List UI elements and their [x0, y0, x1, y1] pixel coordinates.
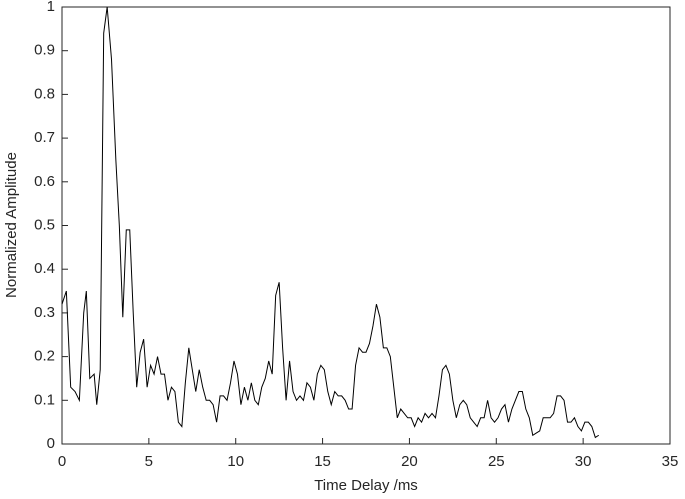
y-tick-label: 1: [47, 0, 55, 15]
y-tick-label: 0.6: [34, 173, 55, 190]
y-tick-label: 0.3: [34, 304, 55, 321]
x-tick-label: 35: [662, 453, 679, 470]
x-tick-label: 0: [58, 453, 66, 470]
y-tick-label: 0.8: [34, 85, 55, 102]
y-tick-label: 0.5: [34, 216, 55, 233]
x-tick-label: 10: [227, 453, 244, 470]
x-tick-label: 20: [401, 453, 418, 470]
y-tick-label: 0.4: [34, 260, 55, 277]
x-tick-label: 30: [575, 453, 592, 470]
y-tick-label: 0.2: [34, 348, 55, 365]
plot-frame: [61, 6, 671, 445]
y-tick-label: 0.9: [34, 42, 55, 59]
y-tick-label: 0: [47, 435, 55, 452]
data-line: [61, 6, 600, 439]
y-tick-label: 0.7: [34, 129, 55, 146]
x-tick-label: 5: [145, 453, 153, 470]
y-axis-label: Normalized Amplitude: [3, 152, 20, 298]
x-tick-label: 15: [314, 453, 331, 470]
x-tick-label: 25: [488, 453, 505, 470]
x-axis-label: Time Delay /ms: [314, 477, 418, 494]
y-tick-label: 0.1: [34, 391, 55, 408]
